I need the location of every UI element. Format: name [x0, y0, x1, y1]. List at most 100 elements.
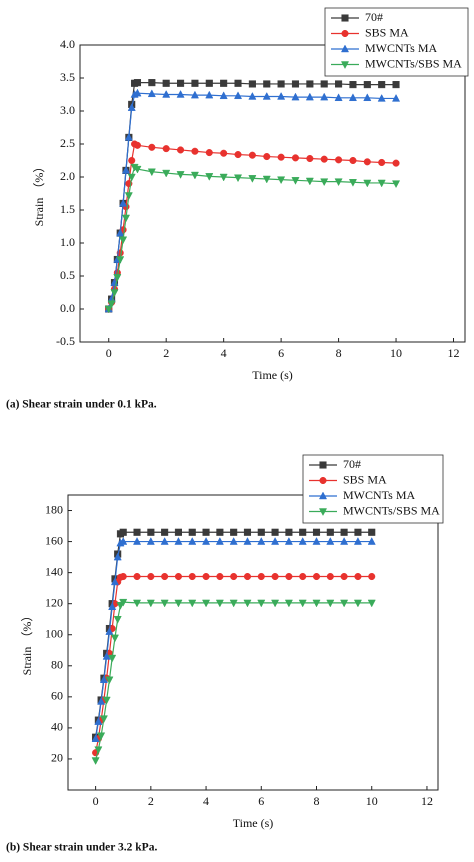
series-line: [108, 92, 397, 310]
marker: [335, 156, 343, 164]
marker: [104, 305, 113, 314]
series-line: [95, 601, 372, 761]
marker: [367, 599, 376, 608]
marker: [378, 158, 386, 167]
marker: [326, 599, 335, 608]
marker: [243, 572, 252, 581]
marker: [377, 179, 386, 188]
marker: [320, 92, 329, 101]
marker: [99, 675, 108, 683]
marker: [334, 93, 343, 102]
marker: [229, 599, 238, 608]
marker: [312, 528, 321, 536]
marker: [392, 81, 400, 89]
marker: [320, 80, 328, 88]
marker: [284, 537, 293, 545]
marker: [368, 528, 376, 536]
marker: [363, 93, 372, 102]
marker: [133, 141, 142, 149]
marker: [271, 572, 279, 581]
marker: [133, 79, 142, 87]
marker: [271, 599, 280, 608]
marker: [108, 654, 117, 663]
marker: [220, 149, 228, 157]
marker: [277, 91, 286, 100]
marker: [116, 256, 125, 264]
marker: [291, 80, 300, 88]
y-tick-label: 140: [45, 564, 63, 578]
x-tick-label: 6: [278, 346, 284, 360]
marker: [119, 236, 128, 245]
y-tick-label: 4.0: [60, 37, 75, 51]
marker: [363, 81, 371, 89]
marker: [284, 599, 293, 608]
legend-marker: [340, 61, 350, 69]
marker: [202, 528, 210, 536]
marker: [121, 165, 131, 174]
marker: [105, 627, 114, 635]
y-tick-label: -0.5: [56, 334, 75, 348]
marker: [291, 92, 300, 101]
marker: [133, 165, 142, 174]
marker: [230, 528, 238, 536]
marker: [133, 572, 141, 581]
marker: [243, 537, 252, 545]
marker: [215, 599, 224, 608]
marker: [392, 93, 401, 102]
marker: [305, 177, 314, 186]
y-tick-label: 180: [45, 502, 63, 516]
x-tick-label: 10: [390, 346, 402, 360]
marker: [188, 528, 196, 536]
marker: [349, 156, 357, 165]
marker: [162, 79, 170, 87]
marker: [257, 572, 265, 581]
legend-label: 70#: [365, 10, 383, 24]
x-tick-label: 4: [221, 346, 227, 360]
marker: [340, 528, 348, 536]
marker: [132, 537, 142, 545]
marker: [248, 80, 256, 88]
marker: [119, 528, 127, 536]
series-line: [108, 82, 397, 310]
marker: [160, 537, 169, 545]
marker: [354, 528, 362, 536]
marker: [234, 79, 242, 87]
marker: [291, 154, 300, 162]
marker: [378, 81, 386, 89]
x-tick-label: 0: [93, 794, 99, 808]
marker: [91, 757, 100, 765]
legend-label: MWCNTs MA: [365, 41, 437, 55]
marker: [348, 93, 357, 102]
marker: [128, 156, 136, 165]
marker: [354, 572, 362, 581]
marker: [335, 80, 343, 88]
marker: [174, 572, 182, 581]
legend-marker: [341, 29, 349, 38]
marker: [348, 179, 357, 187]
marker: [271, 528, 279, 536]
marker: [127, 173, 136, 182]
y-tick-label: 100: [45, 626, 63, 640]
marker: [291, 177, 300, 185]
y-axis-title: Strain （%）: [20, 610, 34, 676]
marker: [257, 528, 265, 536]
marker: [102, 696, 111, 705]
marker: [205, 173, 214, 181]
marker: [305, 92, 314, 101]
marker: [124, 132, 133, 141]
marker: [147, 168, 156, 177]
legend-marker: [318, 508, 328, 516]
marker: [188, 599, 197, 608]
x-tick-label: 10: [366, 794, 378, 808]
marker: [132, 599, 142, 608]
y-tick-label: 20: [51, 751, 63, 765]
y-tick-label: 40: [51, 720, 63, 734]
marker: [220, 79, 228, 87]
marker: [326, 528, 334, 536]
y-tick-label: 3.0: [60, 103, 75, 117]
x-tick-label: 12: [448, 346, 460, 360]
marker: [99, 715, 108, 724]
marker: [262, 91, 271, 100]
